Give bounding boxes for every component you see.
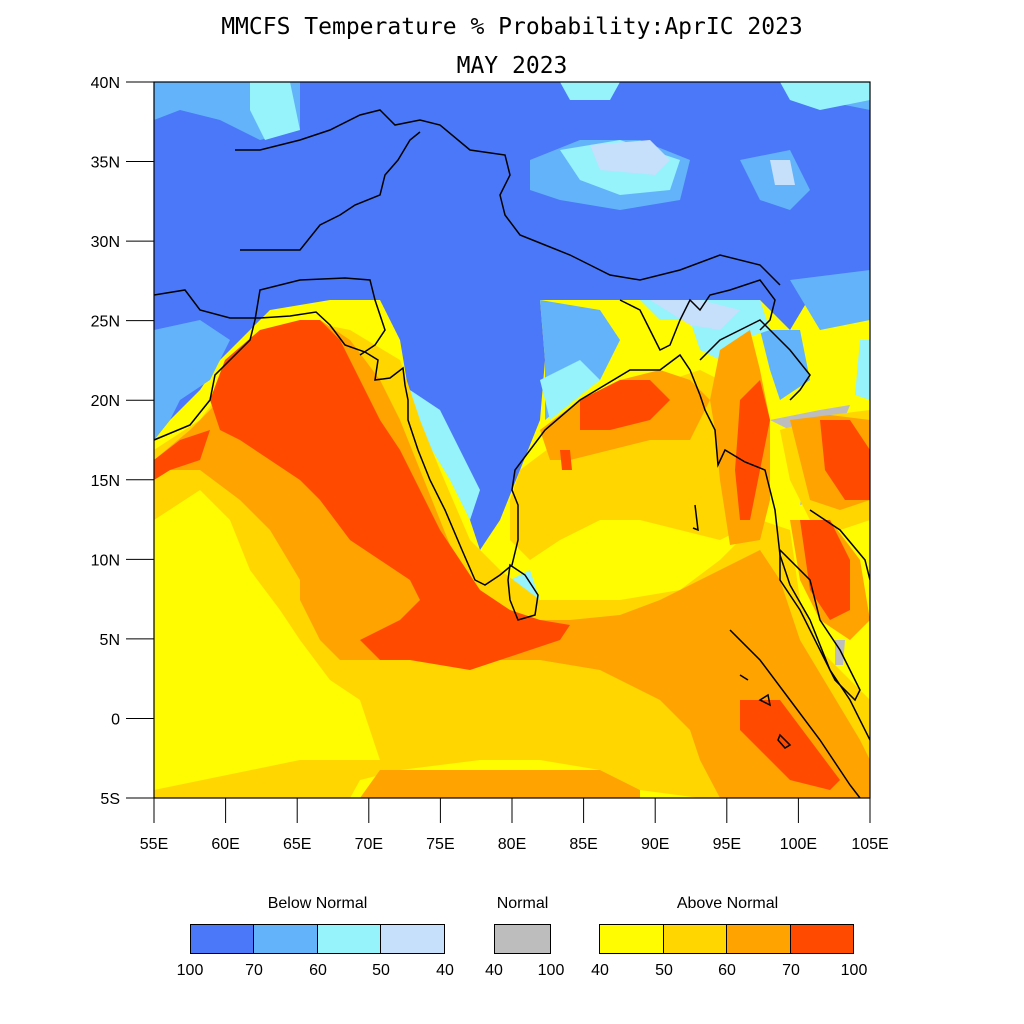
lon-tick-label: 85E: [569, 836, 597, 853]
legend-tick: 60: [309, 962, 327, 979]
lon-tick-label: 105E: [851, 836, 888, 853]
field-below-100-70: [154, 82, 870, 550]
country-borders: [154, 109, 870, 798]
lat-tick-label: 5S: [100, 791, 120, 808]
legend-swatch-above-70-100: [790, 924, 854, 954]
lon-tick-label: 65E: [283, 836, 311, 853]
legend-above-normal-label: Above Normal: [676, 895, 779, 912]
lat-tick-label: 35N: [91, 155, 120, 172]
lat-tick-label: 10N: [91, 552, 120, 569]
lon-tick-label: 70E: [355, 836, 383, 853]
lon-tick-label: 60E: [211, 836, 239, 853]
lat-tick-label: 20N: [91, 393, 120, 410]
longitude-axis: 55E 60E 65E 70E 75E 80E 85E 90E 95E 100E 105E: [140, 798, 889, 853]
field-above-70-100: [154, 320, 870, 790]
lat-tick-label: 0: [111, 711, 120, 728]
legend-tick: 100: [840, 962, 868, 979]
legend-tick: 50: [372, 962, 390, 979]
legend-tick: 60: [718, 962, 736, 979]
legend-below-normal-label: Below Normal: [267, 895, 368, 912]
lon-tick-label: 80E: [498, 836, 526, 853]
legend-swatch-above-50-60: [663, 924, 727, 954]
legend-tick: 70: [782, 962, 800, 979]
legend-tick: 70: [245, 962, 263, 979]
legend-tick: 100: [176, 962, 204, 979]
legend-tick: 50: [655, 962, 673, 979]
lat-tick-label: 5N: [100, 632, 120, 649]
lat-tick-label: 30N: [91, 234, 120, 251]
legend-normal-label: Normal: [496, 895, 549, 912]
lon-tick-label: 90E: [641, 836, 669, 853]
legend-tick: 40: [436, 962, 454, 979]
map-subtitle: MAY 2023: [456, 53, 568, 79]
latitude-axis: 40N 35N 30N 25N 20N 15N 10N 5N 0 5S: [91, 75, 154, 808]
legend-swatch-below-100-70: [190, 924, 254, 954]
legend-tick: 40: [485, 962, 503, 979]
legend-tick: 40: [591, 962, 609, 979]
legend-swatch-above-60-70: [726, 924, 791, 954]
legend-swatch-normal: [494, 924, 551, 954]
map-title: MMCFS Temperature % Probability:AprIC 20…: [221, 14, 803, 40]
legend-swatch-below-70-60: [253, 924, 318, 954]
probability-fields: [154, 82, 870, 798]
lat-tick-label: 15N: [91, 473, 120, 490]
field-below-50-40: [590, 140, 795, 445]
lon-tick-label: 100E: [780, 836, 817, 853]
legend-tick: 100: [537, 962, 565, 979]
legend-swatch-below-60-50: [317, 924, 381, 954]
legend-swatch-below-50-40: [380, 924, 445, 954]
legend-swatch-above-40-50: [599, 924, 664, 954]
lon-tick-label: 55E: [140, 836, 168, 853]
lon-tick-label: 75E: [426, 836, 454, 853]
probability-map: 40N 35N 30N 25N 20N 15N 10N 5N 0 5S 55E 60E 65E 70E 7…: [91, 75, 889, 853]
lat-tick-label: 25N: [91, 314, 120, 331]
lat-tick-label: 40N: [91, 75, 120, 92]
lon-tick-label: 95E: [713, 836, 741, 853]
